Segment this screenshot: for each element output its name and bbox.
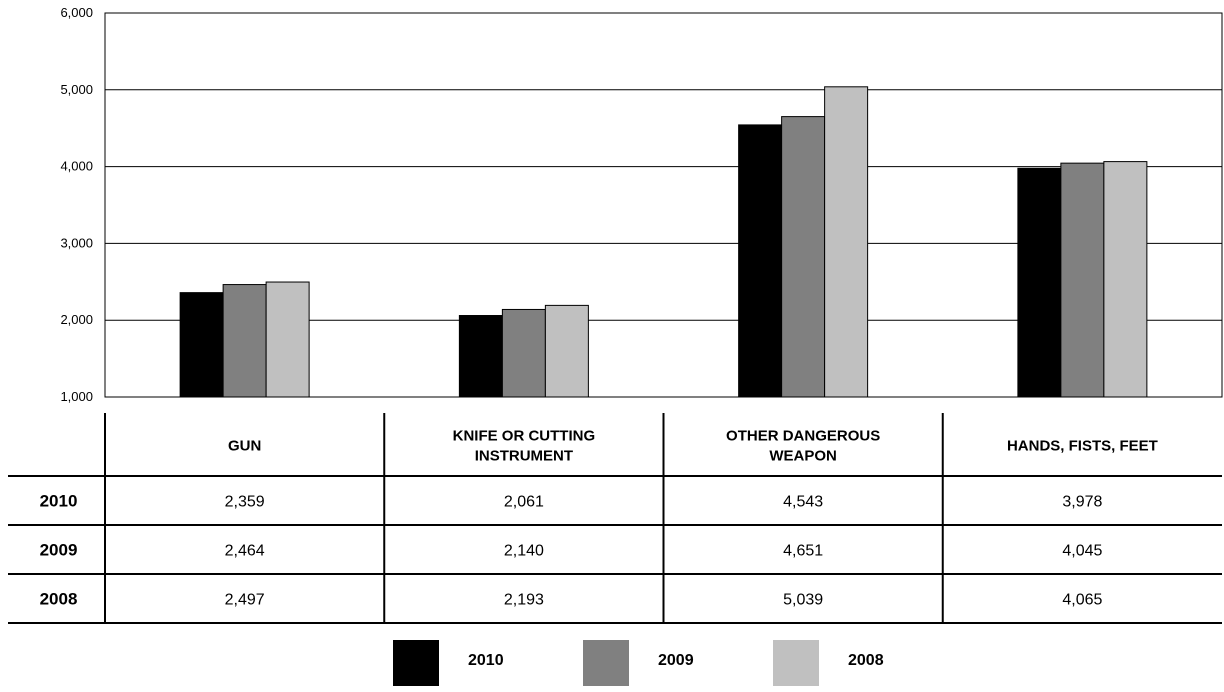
data-label: 2,140 <box>504 543 544 560</box>
bar-2010-0 <box>179 292 224 398</box>
legend-label: 2008 <box>848 652 884 669</box>
row-label: 2009 <box>40 541 78 560</box>
bar-2008-2 <box>824 86 869 398</box>
category-label: HANDS, FISTS, FEET <box>1007 438 1158 455</box>
data-label: 2,359 <box>225 494 265 511</box>
y-tick-label: 5,000 <box>60 82 93 97</box>
bar-2008-1 <box>544 304 589 398</box>
data-label: 5,039 <box>783 592 823 609</box>
data-label: 4,065 <box>1062 592 1102 609</box>
data-label: 3,978 <box>1062 494 1102 511</box>
data-label: 2,497 <box>225 592 265 609</box>
category-label: WEAPON <box>769 448 837 465</box>
y-tick-label: 6,000 <box>60 5 93 20</box>
category-label: OTHER DANGEROUS <box>726 428 880 445</box>
data-label: 4,543 <box>783 494 823 511</box>
row-label: 2010 <box>40 492 78 511</box>
legend-swatch-2008 <box>773 640 819 686</box>
data-label: 2,464 <box>225 543 265 560</box>
legend-label: 2009 <box>658 652 694 669</box>
bar-2008-3 <box>1103 161 1148 398</box>
plot-area-frame <box>104 12 1223 398</box>
data-label: 2,193 <box>504 592 544 609</box>
bar-2009-2 <box>781 116 826 398</box>
category-label: INSTRUMENT <box>475 448 573 465</box>
bar-2009-0 <box>222 284 267 398</box>
category-label: KNIFE OR CUTTING <box>453 428 596 445</box>
y-tick-label: 1,000 <box>60 389 93 404</box>
bar-2010-3 <box>1017 167 1062 398</box>
data-label: 4,045 <box>1062 543 1102 560</box>
legend-label: 2010 <box>468 652 504 669</box>
y-tick-label: 3,000 <box>60 235 93 250</box>
legend-swatch-2009 <box>583 640 629 686</box>
bar-2009-3 <box>1060 162 1105 398</box>
y-tick-label: 2,000 <box>60 312 93 327</box>
bar-2008-0 <box>265 281 310 398</box>
bar-2009-1 <box>501 308 546 398</box>
y-tick-label: 4,000 <box>60 159 93 174</box>
bar-2010-1 <box>458 315 503 398</box>
data-label: 2,061 <box>504 494 544 511</box>
bar-2010-2 <box>738 124 783 398</box>
data-label: 4,651 <box>783 543 823 560</box>
row-label: 2008 <box>40 590 78 609</box>
category-label: GUN <box>228 438 261 455</box>
legend-swatch-2010 <box>393 640 439 686</box>
